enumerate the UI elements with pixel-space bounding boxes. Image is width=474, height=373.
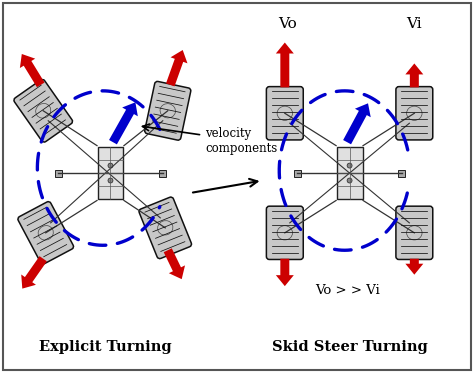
Text: Vi: Vi — [407, 17, 422, 31]
Bar — [398, 170, 405, 176]
Polygon shape — [405, 63, 423, 87]
Circle shape — [108, 178, 113, 183]
Circle shape — [108, 163, 113, 168]
Text: Vo: Vo — [278, 17, 297, 31]
FancyBboxPatch shape — [266, 87, 303, 140]
FancyBboxPatch shape — [266, 206, 303, 260]
Polygon shape — [276, 259, 294, 286]
FancyBboxPatch shape — [139, 197, 191, 258]
FancyBboxPatch shape — [396, 87, 433, 140]
Bar — [159, 170, 166, 176]
Bar — [98, 147, 123, 199]
Bar — [337, 147, 363, 199]
Text: velocity
components: velocity components — [143, 124, 277, 155]
Circle shape — [347, 163, 352, 168]
FancyBboxPatch shape — [18, 201, 73, 264]
FancyBboxPatch shape — [14, 79, 73, 142]
Polygon shape — [21, 256, 47, 289]
Polygon shape — [164, 248, 185, 279]
Bar — [294, 170, 301, 176]
Text: Skid Steer Turning: Skid Steer Turning — [272, 341, 428, 354]
Polygon shape — [343, 103, 371, 144]
Polygon shape — [20, 54, 45, 87]
Polygon shape — [405, 259, 423, 275]
Circle shape — [347, 178, 352, 183]
Text: Vo > > Vi: Vo > > Vi — [315, 283, 380, 297]
Polygon shape — [276, 43, 294, 87]
FancyBboxPatch shape — [145, 81, 191, 140]
Polygon shape — [109, 102, 138, 144]
Bar — [55, 170, 62, 176]
Text: Explicit Turning: Explicit Turning — [39, 341, 172, 354]
Polygon shape — [166, 50, 187, 87]
FancyBboxPatch shape — [396, 206, 433, 260]
